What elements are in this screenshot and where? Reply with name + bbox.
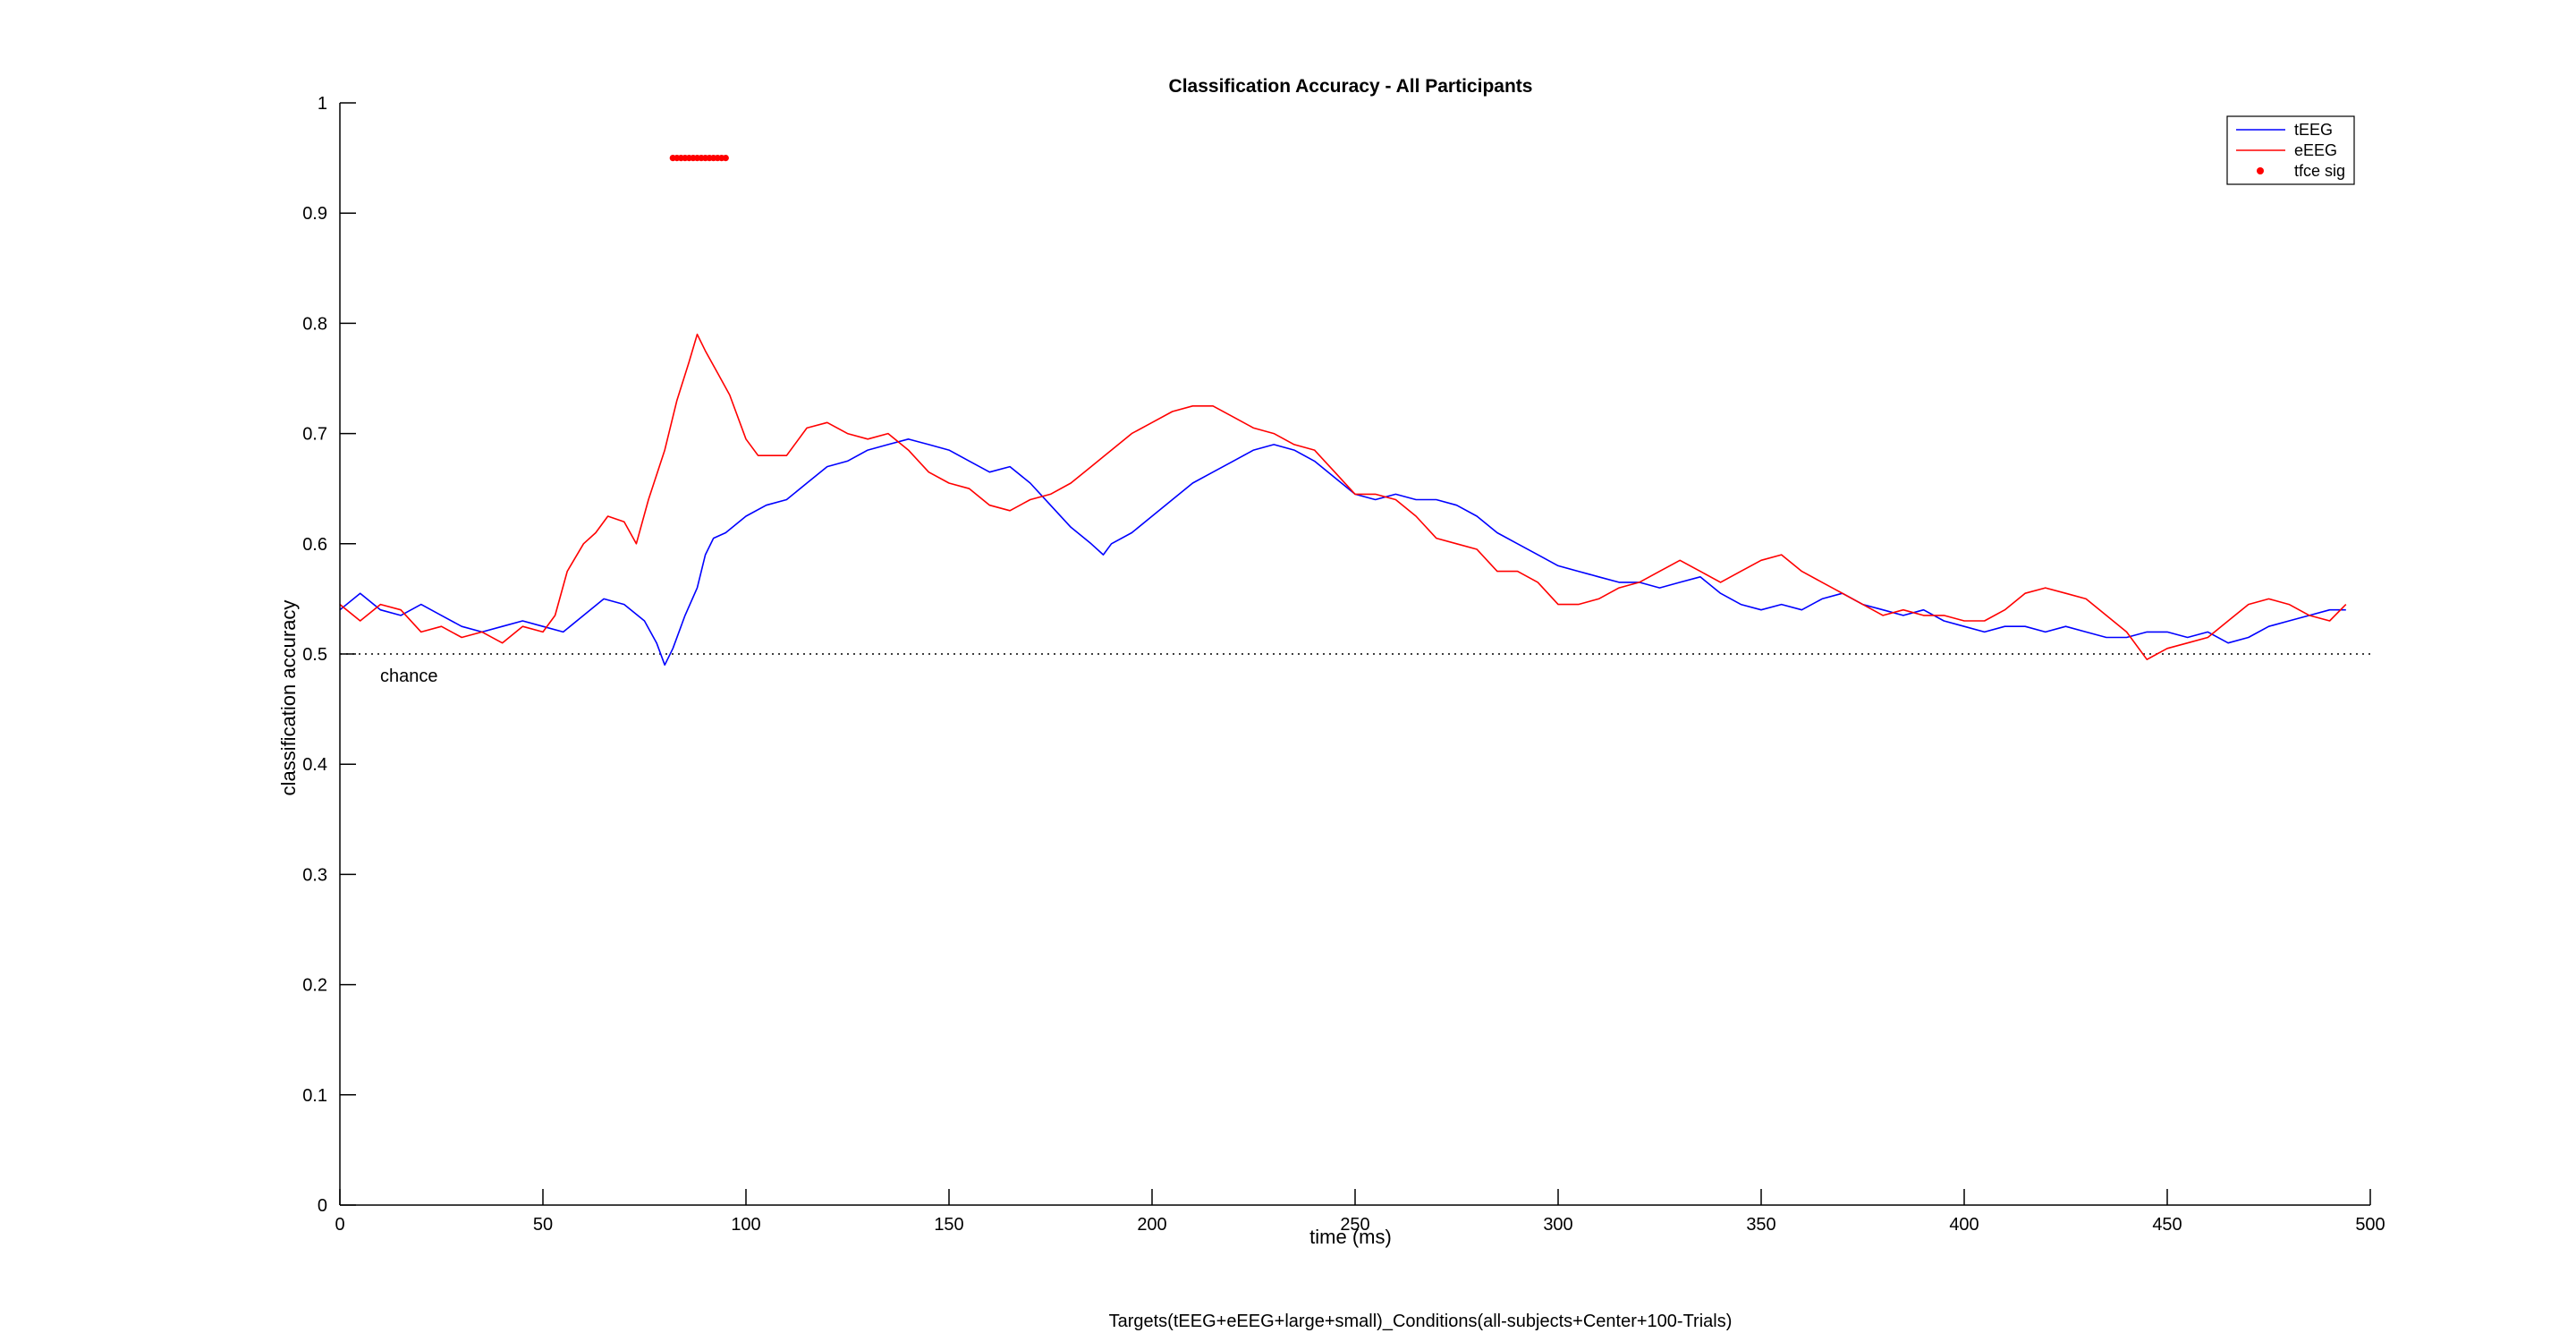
y-axis-label: classification accuracy [277,600,300,796]
chart-title: Classification Accuracy - All Participan… [1169,76,1533,97]
y-tick-label: 0.2 [302,976,327,996]
y-tick-label: 0.3 [302,865,327,885]
y-tick-label: 0.7 [302,425,327,445]
y-tick-label: 0.9 [302,204,327,224]
sig-marker [722,155,729,162]
series-line-eEEG [339,333,2347,661]
chance-label: chance [380,666,438,686]
x-tick-label: 250 [1340,1215,1369,1235]
x-tick-label: 450 [2152,1215,2182,1235]
x-tick-label: 300 [1543,1215,1572,1235]
y-tick-label: 0.4 [302,755,327,775]
y-tick-label: 0.6 [302,535,327,555]
x-tick-label: 150 [934,1215,963,1235]
y-tick-label: 1 [318,94,327,114]
x-tick-label: 350 [1746,1215,1775,1235]
x-tick-label: 0 [335,1215,344,1235]
x-tick-label: 200 [1137,1215,1166,1235]
x-tick-label: 50 [533,1215,553,1235]
y-tick-label: 0.1 [302,1086,327,1106]
y-tick-label: 0.5 [302,645,327,665]
figure-footnote: Targets(tEEG+eEEG+large+small)_Condition… [1109,1312,1733,1331]
legend-label-sig: tfce sig [2294,162,2345,180]
x-axis-label: time (ms) [1309,1226,1392,1248]
x-tick-label: 400 [1949,1215,1979,1235]
legend-swatch-sig [2257,167,2264,174]
x-tick-label: 100 [731,1215,760,1235]
legend: tEEG eEEG tfce sig [2226,115,2355,185]
y-tick-label: 0.8 [302,314,327,334]
y-tick-label: 0 [318,1196,327,1216]
plot-area: chance 0 50 100 150 200 250 300 350 400 450 500 0 0.1… [302,94,2385,1235]
x-tick-label: 500 [2355,1215,2385,1235]
series-line-tEEG [339,437,2346,666]
legend-label-tEEG: tEEG [2294,121,2333,139]
legend-label-eEEG: eEEG [2294,141,2337,159]
